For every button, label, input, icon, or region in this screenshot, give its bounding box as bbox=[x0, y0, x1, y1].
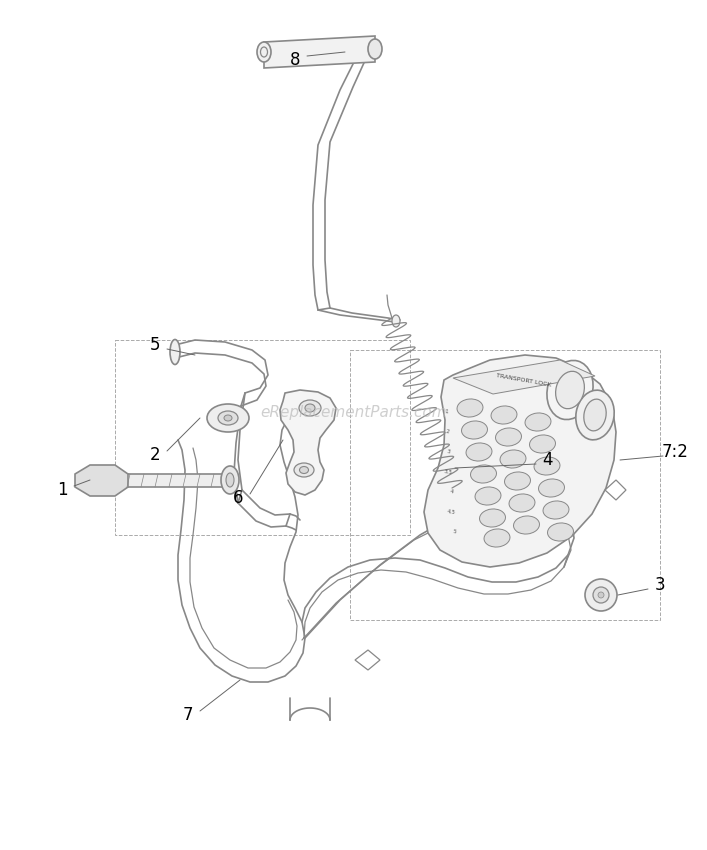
Ellipse shape bbox=[218, 411, 238, 425]
Text: 1: 1 bbox=[444, 410, 448, 415]
Text: 4: 4 bbox=[543, 451, 554, 469]
Ellipse shape bbox=[257, 42, 271, 62]
Text: 4: 4 bbox=[450, 490, 454, 495]
Ellipse shape bbox=[584, 400, 606, 431]
Ellipse shape bbox=[505, 472, 530, 490]
Text: 3.5: 3.5 bbox=[443, 469, 452, 475]
Polygon shape bbox=[453, 360, 595, 394]
Text: 7: 7 bbox=[182, 706, 193, 724]
Text: 4.5: 4.5 bbox=[446, 509, 455, 515]
Ellipse shape bbox=[170, 339, 180, 365]
Polygon shape bbox=[75, 465, 128, 496]
Ellipse shape bbox=[575, 390, 614, 439]
Circle shape bbox=[598, 592, 604, 598]
Ellipse shape bbox=[475, 487, 501, 505]
Ellipse shape bbox=[466, 443, 492, 461]
Text: TRANSPORT LOCK: TRANSPORT LOCK bbox=[496, 372, 552, 388]
Ellipse shape bbox=[496, 428, 522, 446]
Ellipse shape bbox=[300, 467, 308, 473]
Ellipse shape bbox=[299, 400, 321, 416]
Ellipse shape bbox=[221, 466, 239, 494]
Polygon shape bbox=[264, 36, 375, 68]
Text: 2: 2 bbox=[445, 429, 450, 434]
Ellipse shape bbox=[525, 413, 551, 431]
Ellipse shape bbox=[547, 360, 593, 420]
Text: 5: 5 bbox=[150, 336, 160, 354]
Polygon shape bbox=[115, 474, 230, 487]
Circle shape bbox=[593, 587, 609, 603]
Text: 8: 8 bbox=[290, 51, 300, 69]
Text: 7:2: 7:2 bbox=[662, 443, 689, 461]
Ellipse shape bbox=[226, 473, 234, 487]
Ellipse shape bbox=[457, 399, 483, 417]
Ellipse shape bbox=[471, 465, 496, 483]
Polygon shape bbox=[280, 390, 336, 495]
Circle shape bbox=[585, 579, 617, 611]
Ellipse shape bbox=[368, 39, 382, 59]
Ellipse shape bbox=[294, 463, 314, 477]
Ellipse shape bbox=[484, 529, 510, 547]
Ellipse shape bbox=[462, 421, 487, 439]
Polygon shape bbox=[424, 355, 616, 567]
Ellipse shape bbox=[513, 516, 539, 534]
Ellipse shape bbox=[207, 404, 249, 432]
Ellipse shape bbox=[224, 415, 232, 421]
Ellipse shape bbox=[534, 457, 560, 475]
Ellipse shape bbox=[539, 479, 564, 497]
Text: 3: 3 bbox=[655, 576, 665, 594]
Text: 3: 3 bbox=[447, 450, 451, 455]
Ellipse shape bbox=[530, 435, 556, 453]
Ellipse shape bbox=[479, 509, 506, 527]
Ellipse shape bbox=[509, 494, 535, 512]
Text: 1: 1 bbox=[57, 481, 67, 499]
Text: 6: 6 bbox=[233, 489, 243, 507]
Ellipse shape bbox=[547, 523, 573, 541]
Ellipse shape bbox=[392, 315, 400, 327]
Text: 2: 2 bbox=[150, 446, 160, 464]
Ellipse shape bbox=[500, 450, 526, 468]
Ellipse shape bbox=[491, 406, 517, 424]
Ellipse shape bbox=[556, 371, 585, 409]
Text: 5: 5 bbox=[453, 530, 457, 535]
Ellipse shape bbox=[305, 404, 315, 412]
Ellipse shape bbox=[543, 501, 569, 519]
Text: eReplacementParts.com: eReplacementParts.com bbox=[260, 405, 447, 420]
